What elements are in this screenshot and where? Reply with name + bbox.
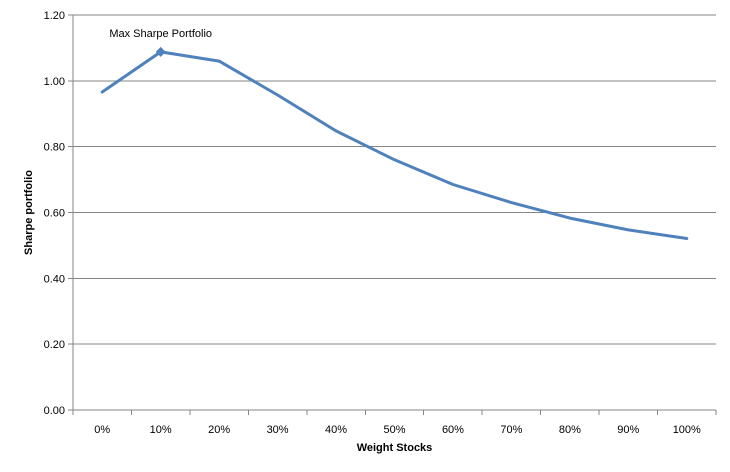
series-line-0 <box>100 50 689 240</box>
annotations-layer: Max Sharpe Portfolio <box>109 28 212 57</box>
x-axis-title: Weight Stocks <box>357 442 433 454</box>
horizontal-gridlines <box>73 14 716 345</box>
x-tick-label-6: 60% <box>442 424 464 436</box>
max-sharpe-marker <box>155 46 166 57</box>
x-tick-label-9: 90% <box>617 424 639 436</box>
y-tick-label-2: 0.40 <box>44 273 65 285</box>
y-tick-label-6: 1.20 <box>44 10 65 22</box>
y-tick-label-5: 1.00 <box>44 76 65 88</box>
y-tick-label-0: 0.00 <box>44 405 65 417</box>
x-tick-label-4: 40% <box>325 424 347 436</box>
y-tick-label-3: 0.60 <box>44 208 65 220</box>
series-layer <box>100 50 689 240</box>
y-tick-label-4: 0.80 <box>44 142 65 154</box>
y-tick-label-1: 0.20 <box>44 339 65 351</box>
x-tick-label-3: 30% <box>267 424 289 436</box>
y-axis-tick-labels: 0.00 0.20 0.40 0.60 0.80 1.00 1.20 <box>44 10 73 417</box>
x-tick-label-2: 20% <box>208 424 230 436</box>
x-tick-label-10: 100% <box>673 424 701 436</box>
x-tick-label-7: 70% <box>500 424 522 436</box>
annotation-label-0: Max Sharpe Portfolio <box>109 28 212 40</box>
x-tick-label-1: 10% <box>150 424 172 436</box>
y-axis-title: Sharpe portfolio <box>23 170 35 255</box>
x-tick-label-0: 0% <box>94 424 110 436</box>
x-axis-tick-labels: 0% 10% 20% 30% 40% 50% 60% 70% 80% 90% 100% <box>72 410 717 436</box>
x-tick-label-5: 50% <box>383 424 405 436</box>
x-tick-label-8: 80% <box>559 424 581 436</box>
